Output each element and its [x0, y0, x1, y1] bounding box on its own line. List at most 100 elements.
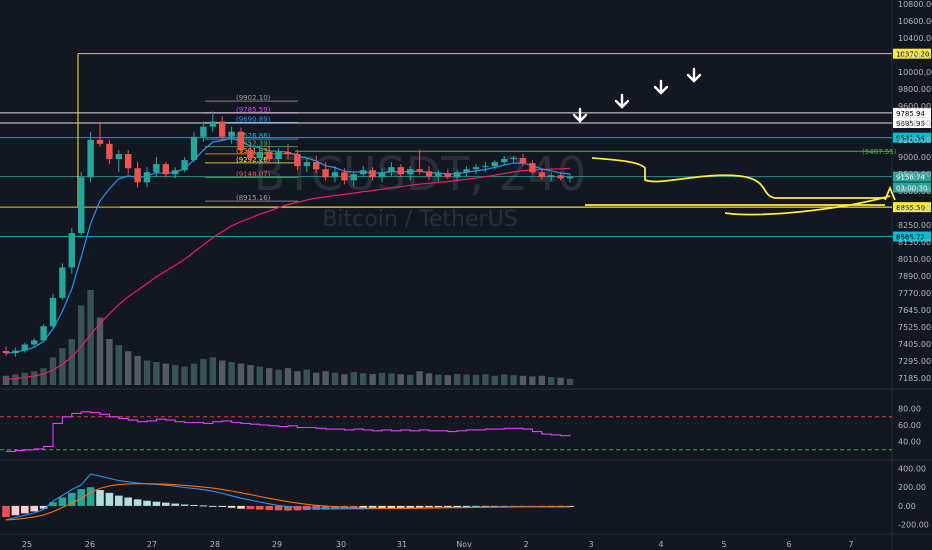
macd-histogram-bar [453, 505, 461, 508]
down-arrow-icon [653, 79, 669, 95]
candle-body [68, 233, 75, 268]
time-tick-label: 28 [210, 540, 220, 549]
price-tick-label: 10400.00 [898, 34, 932, 43]
macd-histogram-bar [359, 505, 367, 509]
level-badge [893, 118, 931, 129]
time-axis[interactable]: 25 26 27 28 29 30 31 Nov 2 3 4 5 6 7 [22, 540, 854, 549]
candle-body [190, 136, 198, 161]
candle-body [78, 177, 85, 234]
candle-body [181, 160, 188, 171]
macd-histogram-bar [387, 505, 396, 509]
candle-body [566, 176, 574, 179]
candle-body [303, 162, 310, 167]
ema-slow-line [5, 167, 571, 380]
price-tick-label: 7295.00 [898, 357, 931, 366]
candle-body [228, 131, 235, 137]
volume-bars [2, 290, 574, 385]
fib-level-label: (9452.39) [236, 140, 271, 148]
hand-drawn-annotations[interactable] [585, 157, 896, 216]
candle-body [529, 163, 536, 173]
volume-bar [369, 373, 376, 385]
volume-bar [501, 374, 508, 385]
macd-histogram-bar [462, 505, 471, 508]
level-badge-label: 8855.50 [896, 204, 925, 212]
volume-bar [360, 373, 367, 385]
volume-bar [482, 374, 489, 385]
macd-histogram-bar [143, 500, 151, 506]
level-badge [893, 182, 931, 193]
rsi-line [6, 411, 571, 452]
macd-histogram-bar [237, 505, 245, 509]
price-tick-label: 7645.00 [898, 306, 931, 315]
volume-bar [247, 365, 254, 385]
macd-histogram-bar [397, 505, 405, 508]
down-arrow-icon [686, 67, 702, 83]
candle-body [96, 139, 104, 144]
macd-histogram-bar [274, 505, 283, 511]
volume-bar [331, 372, 339, 385]
level-badge-label: 9685.95 [896, 120, 925, 128]
candle-body [59, 267, 66, 298]
level-badge [893, 132, 931, 143]
candle-body [134, 168, 141, 183]
macd-histogram-bar [265, 505, 273, 511]
price-tick-label: 8130.00 [898, 238, 931, 247]
candle-body [247, 149, 254, 159]
volume-bar [172, 365, 179, 385]
macd-histogram-bar [162, 502, 170, 506]
macd-histogram-bar [171, 503, 179, 506]
macd-pane: 400.00 200.00 0.00 -200.00 [2, 465, 929, 530]
macd-histogram-bar [227, 505, 236, 508]
volume-bar [181, 366, 188, 385]
price-tick-label: 9800.00 [898, 85, 931, 94]
level-badge-label: 8565.72 [896, 233, 925, 241]
volume-bar [491, 375, 498, 385]
volume-bar [31, 371, 38, 385]
volume-bar [548, 377, 555, 385]
candle-body [125, 154, 132, 169]
candle-body [463, 169, 470, 173]
volume-bar [350, 372, 357, 385]
level-badge-label: 10370.20 [896, 51, 929, 59]
candle-body [237, 131, 245, 150]
candle-body [491, 162, 498, 167]
volume-bar [96, 317, 104, 385]
macd-histogram-bar [472, 505, 480, 507]
time-tick-label: 31 [397, 540, 407, 549]
volume-bar [21, 372, 28, 385]
price-tick-label: 8250.00 [898, 221, 931, 230]
pointer-arrows[interactable] [572, 67, 702, 123]
price-axis[interactable]: 10800.00 10600.00 10400.00 10200.00 10000.00… [898, 0, 932, 383]
volume-bar [190, 363, 198, 385]
volume-bar [153, 362, 160, 385]
volume-bar [322, 371, 329, 385]
candle-body [369, 170, 376, 178]
volume-bar [313, 372, 320, 385]
volume-bar [444, 375, 451, 385]
volume-bar [266, 368, 273, 385]
macd-histogram-bar [115, 495, 123, 506]
macd-histogram-bar [21, 505, 29, 514]
price-tick-label: 8400.00 [898, 204, 931, 213]
macd-histogram-bar [209, 505, 217, 507]
candle-body [538, 172, 545, 178]
level-badge-label: 9785.94 [896, 110, 925, 118]
volume-bar [566, 378, 574, 385]
macd-histogram-bar [49, 502, 57, 506]
volume-bar [529, 376, 536, 385]
candle-body [350, 174, 357, 181]
volume-bar [143, 360, 151, 385]
drawn-swoosh [585, 195, 891, 216]
volume-bar [78, 305, 85, 385]
macd-histogram-bar [246, 505, 255, 510]
fib-level-label: (8915.16) [236, 194, 271, 202]
candle-body [172, 170, 179, 175]
candle-body [331, 172, 339, 178]
macd-histogram-bar [105, 492, 114, 506]
time-tick-label: 7 [848, 540, 853, 549]
time-tick-label: 25 [22, 540, 32, 549]
drawn-path [591, 157, 885, 199]
macd-histogram-bar [415, 505, 424, 508]
candle-body [435, 173, 442, 177]
